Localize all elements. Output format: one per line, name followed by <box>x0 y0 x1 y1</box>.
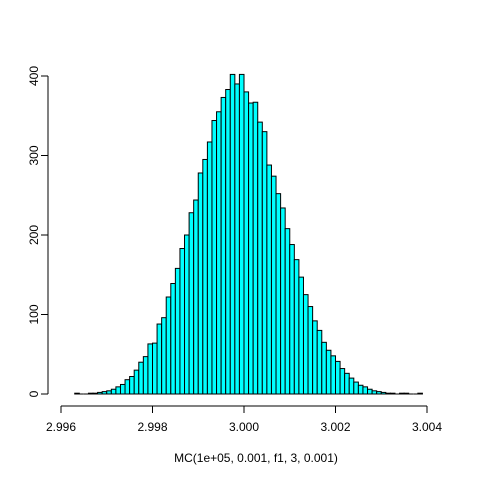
histogram-bar <box>230 74 235 394</box>
histogram-bar <box>207 142 212 394</box>
histogram-bar <box>221 97 226 394</box>
histogram-bar <box>130 377 135 394</box>
histogram-bar <box>390 393 395 394</box>
histogram-bar <box>212 121 217 394</box>
histogram-bar <box>271 176 276 394</box>
histogram-bar <box>157 324 162 394</box>
histogram-bar <box>299 277 304 394</box>
histogram-bar <box>363 387 368 394</box>
histogram-bar <box>171 284 176 395</box>
histogram-bar <box>322 342 327 394</box>
histogram-bar <box>345 373 350 394</box>
histogram-bar <box>267 165 272 394</box>
histogram-bar <box>326 350 331 394</box>
y-tick-label: 200 <box>27 225 41 245</box>
histogram-bar <box>120 384 125 394</box>
y-tick-label: 400 <box>27 66 41 86</box>
histogram-bar <box>162 318 167 394</box>
x-tick-label: 3.000 <box>229 420 259 434</box>
histogram-bar <box>185 235 190 394</box>
histogram-bar <box>290 245 295 394</box>
histogram-bar <box>93 393 98 394</box>
histogram-bar <box>317 330 322 394</box>
histogram-bar <box>368 389 373 394</box>
histogram-bar <box>253 102 258 394</box>
histogram-bar <box>404 393 409 394</box>
x-tick-label: 2.998 <box>137 420 167 434</box>
histogram-bar <box>102 392 107 394</box>
histogram-bar <box>358 385 363 394</box>
histogram-bar <box>139 362 144 394</box>
histogram-bar <box>331 356 336 394</box>
histogram-bar <box>400 393 405 394</box>
histogram-bar <box>143 357 148 394</box>
histogram-bar <box>189 213 194 394</box>
histogram-bar <box>418 393 423 394</box>
histogram-bar <box>281 208 286 394</box>
x-tick-label: 3.004 <box>412 420 442 434</box>
histogram-bar <box>340 369 345 394</box>
histogram-bar <box>354 382 359 394</box>
y-tick-label: 300 <box>27 145 41 165</box>
y-tick-label: 100 <box>27 304 41 324</box>
histogram-bar <box>125 380 130 394</box>
histogram-bar <box>153 343 158 394</box>
histogram-bar <box>203 159 208 394</box>
histogram-bar <box>134 370 139 394</box>
histogram-bar <box>372 391 377 394</box>
histogram-bar <box>175 268 180 394</box>
histogram-bar <box>349 378 354 394</box>
y-tick-label: 0 <box>27 390 41 397</box>
x-tick-label: 3.002 <box>320 420 350 434</box>
histogram-bar <box>294 260 299 394</box>
histogram-bar <box>262 132 267 394</box>
histogram-bar <box>226 90 231 394</box>
x-axis-label: MC(1e+05, 0.001, f1, 3, 0.001) <box>174 451 338 465</box>
histogram-bar <box>377 392 382 394</box>
histogram-bar <box>235 84 240 394</box>
histogram-bar <box>194 200 199 394</box>
histogram-bar <box>217 112 222 394</box>
histogram-bar <box>180 249 185 394</box>
histogram-bar <box>258 122 263 394</box>
histogram-bar <box>88 393 93 394</box>
histogram-bar <box>239 74 244 394</box>
histogram-bar <box>381 392 386 394</box>
x-tick-label: 2.996 <box>46 420 76 434</box>
histogram-bar <box>386 393 391 394</box>
histogram-bar <box>107 391 112 394</box>
histogram-bar <box>244 92 249 394</box>
histogram-bar <box>249 103 254 394</box>
histogram-bar <box>116 387 121 394</box>
histogram-bar <box>148 344 153 394</box>
histogram-bar <box>336 361 341 394</box>
histogram-bar <box>308 307 313 394</box>
histogram-bar <box>111 389 116 394</box>
histogram-bar <box>303 295 308 394</box>
histogram-bar <box>198 173 203 394</box>
histogram-bar <box>285 229 290 394</box>
histogram-bar <box>98 392 103 394</box>
histogram-bar <box>313 321 318 394</box>
histogram-bar <box>75 393 80 394</box>
histogram-bar <box>166 297 171 394</box>
histogram-bar <box>276 194 281 394</box>
